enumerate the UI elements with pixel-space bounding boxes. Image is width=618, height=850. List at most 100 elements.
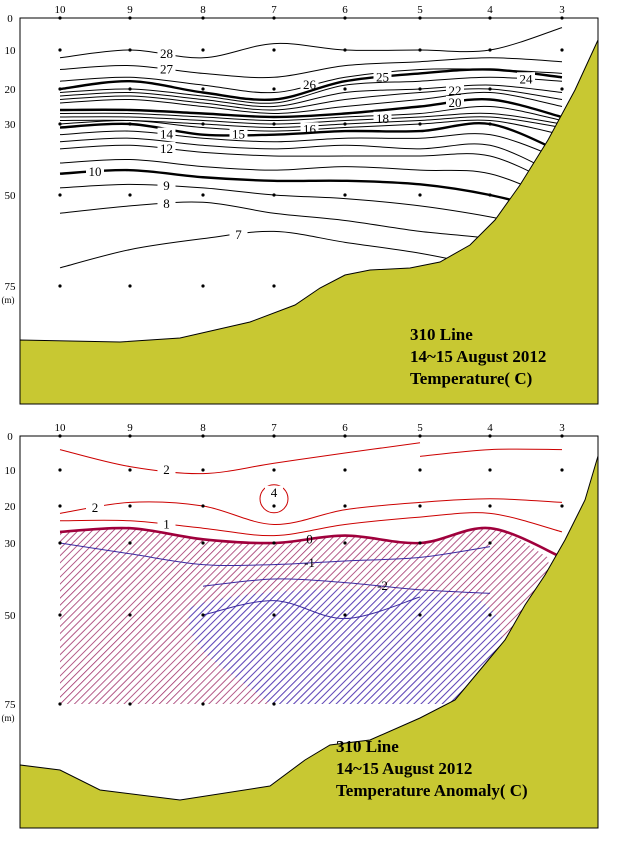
sample-point xyxy=(560,48,564,52)
sample-point xyxy=(560,504,564,508)
contour-line xyxy=(59,137,563,178)
sample-point xyxy=(418,87,422,91)
sample-point xyxy=(488,193,492,197)
station-label: 6 xyxy=(342,4,348,16)
contour-label-background xyxy=(517,72,535,87)
contour-line xyxy=(59,76,563,104)
depth-tick-label: 50 xyxy=(5,610,17,622)
contour-line xyxy=(59,98,563,119)
contour-label: 4 xyxy=(271,485,278,500)
station-label: 8 xyxy=(200,4,206,16)
seafloor-land xyxy=(19,455,599,829)
contour-line xyxy=(259,484,289,514)
contour-label-background xyxy=(157,179,176,194)
sample-point xyxy=(58,122,62,126)
contour-line xyxy=(59,84,563,108)
contour-label-background xyxy=(86,500,104,515)
sample-point xyxy=(343,48,347,52)
station-label: 5 xyxy=(417,422,423,434)
sample-point xyxy=(560,16,564,20)
contour-line xyxy=(59,442,421,475)
sample-point xyxy=(128,48,132,52)
sample-point xyxy=(58,613,62,617)
sample-point xyxy=(201,16,205,20)
station-label: 3 xyxy=(559,422,565,434)
chart-title-line: Temperature( C) xyxy=(410,369,532,388)
sample-point xyxy=(560,468,564,472)
sample-point xyxy=(343,122,347,126)
sample-point xyxy=(272,613,276,617)
station-label: 5 xyxy=(417,4,423,16)
depth-tick-label: 50 xyxy=(5,190,17,202)
sample-point xyxy=(418,193,422,197)
contour-line xyxy=(59,512,563,537)
sample-point xyxy=(488,16,492,20)
sample-point xyxy=(58,434,62,438)
sample-point xyxy=(201,122,205,126)
contour-line xyxy=(202,578,491,594)
depth-tick-label: 30 xyxy=(5,119,17,131)
sample-point xyxy=(201,504,205,508)
sample-point xyxy=(488,122,492,126)
chart-title-line: 14~15 August 2012 xyxy=(336,759,472,778)
sample-point xyxy=(343,16,347,20)
sample-point xyxy=(488,504,492,508)
sample-point xyxy=(128,434,132,438)
station-label: 10 xyxy=(55,422,67,434)
sample-point xyxy=(272,504,276,508)
depth-tick-label: 75 xyxy=(5,699,17,711)
contour-line xyxy=(202,596,421,620)
contour-line xyxy=(59,105,563,122)
sample-point xyxy=(488,434,492,438)
sample-point xyxy=(418,434,422,438)
sample-point xyxy=(201,468,205,472)
contour-label: -2 xyxy=(377,578,388,593)
sample-point xyxy=(128,468,132,472)
station-label: 8 xyxy=(200,422,206,434)
sample-point xyxy=(128,193,132,197)
sample-point xyxy=(201,87,205,91)
sample-point xyxy=(272,541,276,545)
sample-point xyxy=(58,48,62,52)
contour-label-background xyxy=(157,141,176,156)
contour-label: 2 xyxy=(92,500,99,515)
contour-label: 2 xyxy=(163,462,170,477)
chart-title-line: 14~15 August 2012 xyxy=(410,347,546,366)
contour-label: 7 xyxy=(235,227,242,242)
station-label: 7 xyxy=(271,422,277,434)
sample-point xyxy=(128,504,132,508)
contour-label: 18 xyxy=(376,111,389,126)
sample-point xyxy=(343,541,347,545)
sample-point xyxy=(58,193,62,197)
contour-line xyxy=(59,168,563,215)
sample-point xyxy=(58,504,62,508)
contour-line xyxy=(59,27,563,59)
contour-line xyxy=(59,144,563,189)
sample-point xyxy=(272,87,276,91)
contour-label-background xyxy=(157,127,176,142)
contour-label-background xyxy=(157,46,176,61)
sample-point xyxy=(343,613,347,617)
sample-point xyxy=(58,468,62,472)
station-label: 3 xyxy=(559,4,565,16)
contour-label: 25 xyxy=(376,69,389,84)
sample-point xyxy=(272,16,276,20)
sample-point xyxy=(343,504,347,508)
sample-point xyxy=(343,468,347,472)
contour-label: 27 xyxy=(160,62,174,77)
sample-point xyxy=(128,87,132,91)
sample-point xyxy=(201,613,205,617)
contour-line xyxy=(59,183,563,232)
contour-line xyxy=(59,526,563,559)
sample-point xyxy=(201,193,205,197)
contour-label-background xyxy=(86,164,104,179)
contour-line xyxy=(59,91,563,115)
sample-point xyxy=(272,434,276,438)
sample-point xyxy=(418,468,422,472)
sample-point xyxy=(201,284,205,288)
station-label: 6 xyxy=(342,422,348,434)
depth-unit-label: (m) xyxy=(2,295,15,305)
sample-point xyxy=(58,16,62,20)
